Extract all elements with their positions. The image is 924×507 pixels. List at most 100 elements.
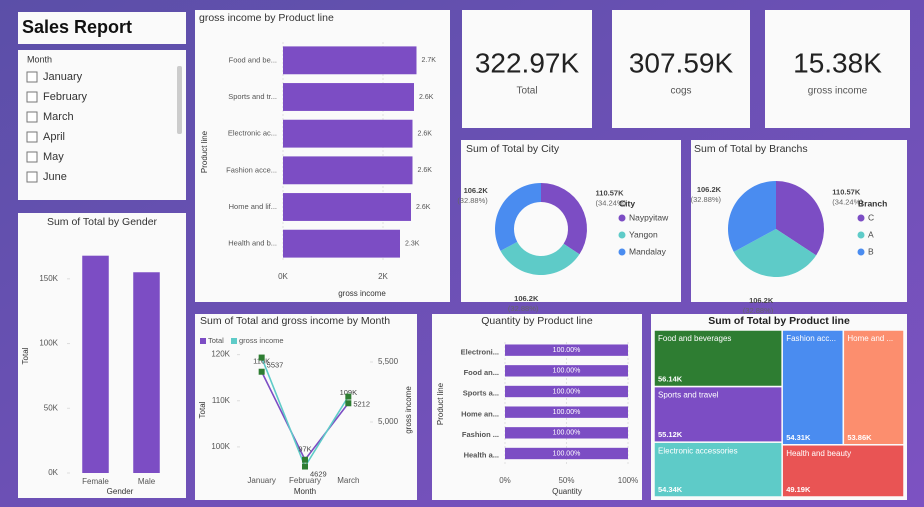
chart-title: Sum of Total by Gender (47, 216, 158, 228)
card-label: gross income (808, 86, 868, 97)
chart-title: Sum of Total by City (466, 143, 560, 155)
checkbox[interactable] (26, 111, 38, 123)
bar (505, 447, 628, 460)
legend-label: A (868, 229, 874, 239)
value-label: 2.3K (405, 241, 420, 248)
x-tick-label: March (337, 476, 359, 485)
value-label: 100.00% (553, 347, 581, 354)
x-tick-label: Female (82, 477, 109, 486)
cell-label: Food and beverages (658, 334, 731, 343)
value-label: 106.2K (697, 185, 722, 194)
cell-label: Health and beauty (786, 449, 851, 458)
card-label: cogs (670, 86, 691, 97)
slicer-item: June (43, 171, 67, 183)
card-label: Total (516, 86, 537, 97)
y-tick-label: Home and lif... (229, 202, 277, 211)
y-tick-label: 100K (211, 442, 230, 451)
y2-axis-label: gross income (404, 386, 413, 434)
y-tick-label: Electroni... (461, 347, 499, 356)
checkbox[interactable] (26, 71, 38, 83)
chart-title: Sum of Total by Product line (708, 315, 850, 327)
bar (133, 272, 160, 473)
percent-label: (34.24%) (832, 198, 863, 207)
value-label: 106.2K (514, 294, 539, 303)
card-value: 15.38K (793, 47, 882, 78)
legend-label: Mandalay (629, 246, 667, 256)
x-axis-label: Month (294, 487, 316, 496)
checkbox[interactable] (26, 91, 38, 103)
point-marker (345, 393, 352, 400)
cell-value: 54.31K (786, 433, 811, 442)
legend-label: B (868, 246, 874, 256)
x-tick-label: February (289, 476, 321, 485)
y-tick-label: 50K (44, 403, 59, 412)
percent-label: (32.88%) (508, 304, 539, 313)
bar (505, 427, 628, 439)
y-tick-label: 150K (39, 274, 58, 283)
y-axis-label: Product line (436, 382, 445, 425)
legend-swatch (618, 214, 626, 222)
bar (505, 406, 628, 418)
x-tick-label: 50% (558, 476, 574, 485)
cell-value: 54.34K (658, 485, 683, 494)
point-marker (345, 400, 352, 407)
checkbox[interactable] (26, 171, 38, 183)
bar (283, 156, 413, 185)
cell-label: Home and ... (847, 334, 893, 343)
x-tick-label: 2K (378, 272, 388, 281)
y-tick-label: Health a... (464, 451, 499, 460)
y-tick-label: Health and b... (228, 239, 277, 248)
x-tick-label: 0% (499, 476, 511, 485)
checkbox[interactable] (26, 151, 38, 163)
title-panel (18, 12, 186, 44)
y-tick-label: Fashion acce... (226, 165, 277, 174)
cell-label: Electronic accessories (658, 446, 738, 455)
bar (505, 365, 628, 377)
x-tick-label: Male (138, 477, 156, 486)
x-tick-label: January (247, 476, 275, 485)
x-axis-label: gross income (338, 289, 386, 298)
legend-swatch (857, 214, 865, 222)
legend-swatch (200, 338, 206, 344)
cell-label: Sports and travel (658, 391, 719, 400)
legend-label: Yangon (629, 229, 658, 239)
pie-slice (495, 183, 541, 251)
legend-label: Naypyitaw (629, 212, 669, 222)
value-label: 100.00% (553, 388, 581, 395)
slicer-title: Month (27, 54, 52, 64)
value-label: 100.00% (553, 430, 581, 437)
chart-title: Sum of Total and gross income by Month (200, 315, 390, 327)
y-tick-label: Food an... (464, 368, 499, 377)
value-label: 2.6K (419, 94, 434, 101)
chart-title: gross income by Product line (199, 12, 334, 24)
bar (505, 344, 628, 356)
x-tick-label: 0K (278, 272, 288, 281)
cell-label: Fashion acc... (786, 334, 836, 343)
point-marker (302, 463, 308, 470)
y-axis-label: Total (21, 347, 30, 364)
scrollbar (177, 66, 182, 134)
legend-swatch (857, 231, 865, 239)
chart-title: Sum of Total by Branchs (694, 143, 808, 155)
slicer-item: February (43, 91, 88, 103)
cell-value: 49.19K (786, 485, 811, 494)
legend-swatch (618, 231, 626, 239)
percent-label: (32.88%) (691, 195, 722, 204)
legend-swatch (231, 338, 237, 344)
card-value: 322.97K (475, 47, 580, 78)
card (765, 10, 910, 128)
checkbox[interactable] (26, 131, 38, 143)
legend-title: City (619, 198, 635, 208)
card-value: 307.59K (629, 47, 734, 78)
legend-label: Total (208, 336, 224, 345)
slicer-panel (18, 50, 186, 200)
chart-title: Quantity by Product line (481, 315, 593, 327)
treemap-cell (781, 444, 905, 498)
x-axis-label: Gender (107, 487, 134, 496)
y-tick-label: Sports a... (463, 389, 499, 398)
value-label: 106.2K (749, 296, 774, 305)
legend-label: C (868, 212, 874, 222)
y-tick-label: Sports and tr... (228, 92, 277, 101)
